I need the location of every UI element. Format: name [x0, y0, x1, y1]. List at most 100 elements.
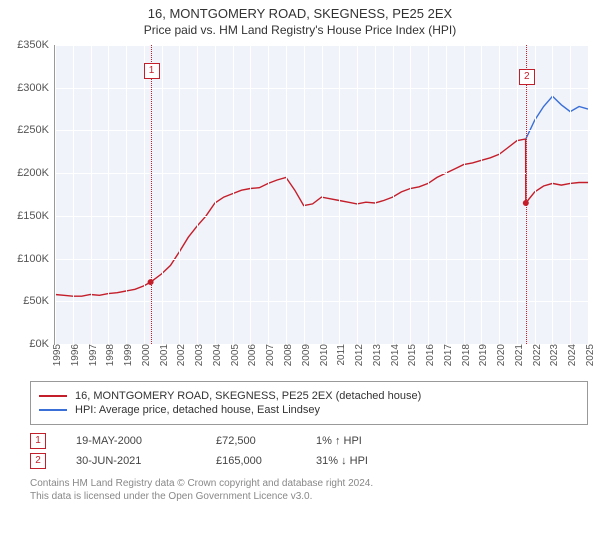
chart-area: £0K£50K£100K£150K£200K£250K£300K£350K199… — [54, 45, 588, 375]
chart-container: 16, MONTGOMERY ROAD, SKEGNESS, PE25 2EX … — [0, 0, 600, 503]
gridline-v — [446, 45, 447, 344]
sale-row-pct: 31% ↓ HPI — [316, 455, 416, 467]
legend: 16, MONTGOMERY ROAD, SKEGNESS, PE25 2EX … — [30, 381, 588, 425]
xtick-label: 1995 — [52, 344, 63, 366]
xtick-label: 2006 — [247, 344, 258, 366]
xtick-label: 2003 — [194, 344, 205, 366]
xtick-label: 2016 — [425, 344, 436, 366]
xtick-label: 1997 — [88, 344, 99, 366]
ytick-label: £350K — [17, 39, 49, 51]
xtick-label: 2018 — [461, 344, 472, 366]
ytick-label: £250K — [17, 124, 49, 136]
gridline-v — [197, 45, 198, 344]
attribution-line2: This data is licensed under the Open Gov… — [30, 490, 588, 503]
legend-row: HPI: Average price, detached house, East… — [39, 404, 579, 416]
gridline-v — [552, 45, 553, 344]
title-address: 16, MONTGOMERY ROAD, SKEGNESS, PE25 2EX — [0, 6, 600, 21]
title-block: 16, MONTGOMERY ROAD, SKEGNESS, PE25 2EX … — [0, 0, 600, 37]
gridline-v — [215, 45, 216, 344]
xtick-label: 2015 — [407, 344, 418, 366]
gridline-v — [357, 45, 358, 344]
xtick-label: 2012 — [354, 344, 365, 366]
sale-row: 2 30-JUN-2021 £165,000 31% ↓ HPI — [30, 453, 588, 469]
gridline-v — [464, 45, 465, 344]
legend-label: 16, MONTGOMERY ROAD, SKEGNESS, PE25 2EX … — [75, 390, 421, 402]
xtick-label: 1998 — [105, 344, 116, 366]
xtick-label: 2009 — [301, 344, 312, 366]
xtick-label: 2011 — [336, 344, 347, 366]
gridline-v — [250, 45, 251, 344]
sale-marker-box: 2 — [519, 69, 535, 85]
gridline-v — [535, 45, 536, 344]
xtick-label: 2013 — [372, 344, 383, 366]
gridline-v — [126, 45, 127, 344]
gridline-v — [588, 45, 589, 344]
xtick-label: 2017 — [443, 344, 454, 366]
xtick-label: 2022 — [532, 344, 543, 366]
gridline-v — [410, 45, 411, 344]
legend-swatch — [39, 395, 67, 397]
gridline-v — [144, 45, 145, 344]
legend-row: 16, MONTGOMERY ROAD, SKEGNESS, PE25 2EX … — [39, 390, 579, 402]
xtick-label: 2021 — [514, 344, 525, 366]
sale-row-date: 30-JUN-2021 — [76, 455, 186, 467]
ytick-label: £300K — [17, 82, 49, 94]
xtick-label: 2004 — [212, 344, 223, 366]
plot-region: £0K£50K£100K£150K£200K£250K£300K£350K199… — [54, 45, 588, 345]
xtick-label: 2010 — [319, 344, 330, 366]
ytick-label: £50K — [23, 295, 49, 307]
sale-row-pct: 1% ↑ HPI — [316, 435, 416, 447]
gridline-v — [339, 45, 340, 344]
attribution: Contains HM Land Registry data © Crown c… — [30, 477, 588, 503]
gridline-v — [179, 45, 180, 344]
gridline-v — [481, 45, 482, 344]
gridline-v — [268, 45, 269, 344]
xtick-label: 2024 — [567, 344, 578, 366]
gridline-v — [108, 45, 109, 344]
gridline-v — [55, 45, 56, 344]
sale-marker-box: 1 — [144, 63, 160, 79]
xtick-label: 2007 — [265, 344, 276, 366]
xtick-label: 2020 — [496, 344, 507, 366]
ytick-label: £150K — [17, 210, 49, 222]
legend-label: HPI: Average price, detached house, East… — [75, 404, 320, 416]
xtick-label: 2023 — [549, 344, 560, 366]
gridline-v — [375, 45, 376, 344]
sale-row-date: 19-MAY-2000 — [76, 435, 186, 447]
sale-row-marker: 2 — [30, 453, 46, 469]
gridline-v — [499, 45, 500, 344]
sale-marker-line — [151, 45, 152, 344]
ytick-label: £0K — [29, 338, 49, 350]
sale-row: 1 19-MAY-2000 £72,500 1% ↑ HPI — [30, 433, 588, 449]
sale-row-marker: 1 — [30, 433, 46, 449]
gridline-v — [517, 45, 518, 344]
gridline-v — [73, 45, 74, 344]
gridline-v — [393, 45, 394, 344]
gridline-v — [322, 45, 323, 344]
gridline-v — [233, 45, 234, 344]
gridline-v — [91, 45, 92, 344]
gridline-v — [286, 45, 287, 344]
xtick-label: 2002 — [176, 344, 187, 366]
gridline-v — [570, 45, 571, 344]
gridline-v — [162, 45, 163, 344]
xtick-label: 2025 — [585, 344, 596, 366]
xtick-label: 1999 — [123, 344, 134, 366]
sale-marker-line — [526, 45, 527, 344]
xtick-label: 1996 — [70, 344, 81, 366]
xtick-label: 2005 — [230, 344, 241, 366]
gridline-v — [304, 45, 305, 344]
xtick-label: 2001 — [159, 344, 170, 366]
xtick-label: 2019 — [478, 344, 489, 366]
xtick-label: 2000 — [141, 344, 152, 366]
xtick-label: 2014 — [390, 344, 401, 366]
legend-swatch — [39, 409, 67, 411]
title-subtitle: Price paid vs. HM Land Registry's House … — [0, 23, 600, 37]
gridline-v — [428, 45, 429, 344]
ytick-label: £200K — [17, 167, 49, 179]
ytick-label: £100K — [17, 253, 49, 265]
sale-row-price: £72,500 — [216, 435, 286, 447]
attribution-line1: Contains HM Land Registry data © Crown c… — [30, 477, 588, 490]
sales-table: 1 19-MAY-2000 £72,500 1% ↑ HPI 2 30-JUN-2021 £… — [30, 433, 588, 469]
sale-row-price: £165,000 — [216, 455, 286, 467]
